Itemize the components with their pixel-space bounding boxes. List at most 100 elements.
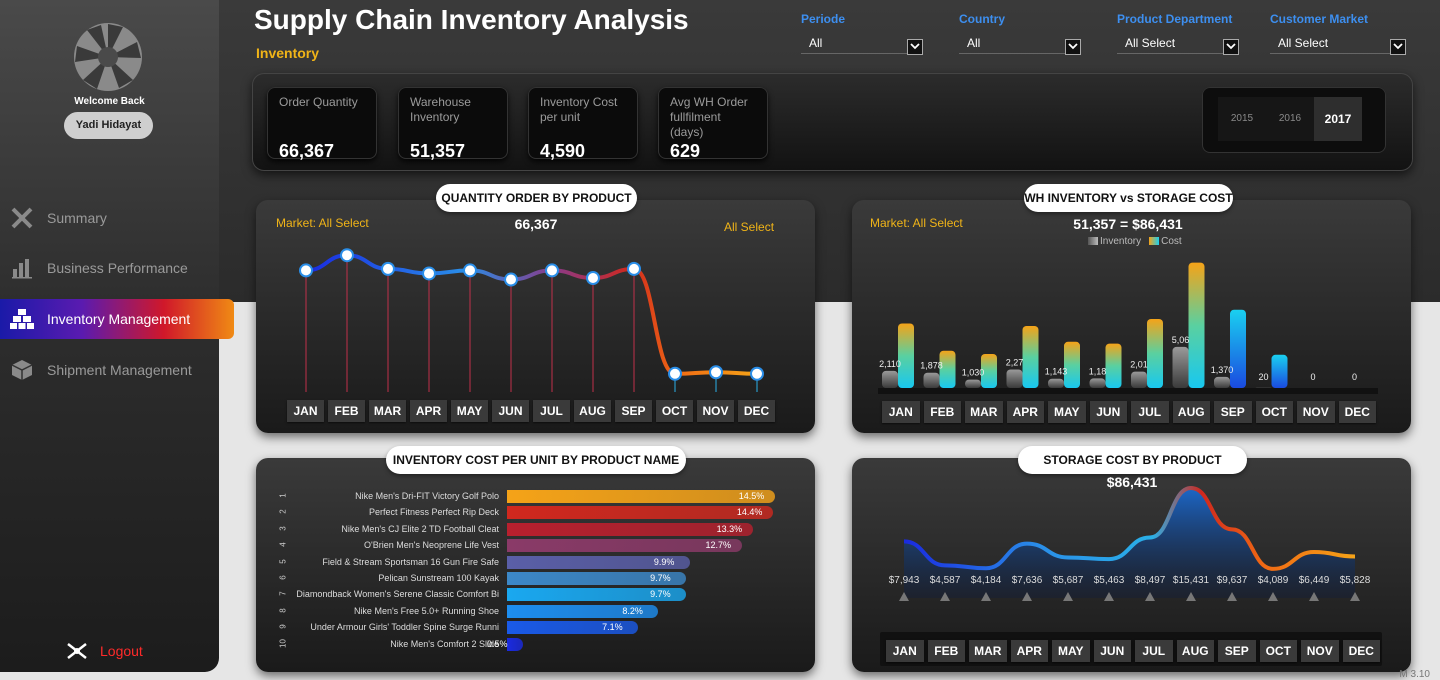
chevron-down-icon[interactable]	[907, 38, 923, 55]
month-label: MAY	[1048, 401, 1086, 423]
data-point[interactable]	[463, 263, 477, 278]
year-option[interactable]: 2016	[1278, 113, 1302, 124]
data-point[interactable]	[340, 248, 354, 263]
sidebar: Welcome Back Yadi Hidayat Summary Busine…	[0, 0, 234, 672]
data-point[interactable]	[586, 271, 600, 285]
product-row[interactable]: 1 Nike Men's Dri-FIT Victory Golf Polo 14.…	[256, 489, 816, 505]
month-label: NOV	[1301, 640, 1339, 662]
nav-label: Business Performance	[47, 260, 188, 276]
filter-product-department: Product Department All Select	[1117, 12, 1239, 55]
inventory-bar[interactable]	[1048, 378, 1064, 388]
product-name: Field & Stream Sportsman 16 Gun Fire Saf…	[322, 556, 499, 567]
inventory-bar[interactable]	[882, 370, 898, 388]
cost-bar[interactable]	[898, 323, 914, 388]
customer-market-select[interactable]: All Select	[1270, 32, 1406, 55]
panel-storage-cost: $86,431 $7,943 $4,587 $4,184 $7,636 $5,687 $5…	[852, 458, 1411, 672]
product-row[interactable]: 5 Field & Stream Sportsman 16 Gun Fire Sa…	[256, 555, 816, 571]
nav-inventory-management[interactable]: Inventory Management	[0, 299, 234, 339]
cost-bar[interactable]	[507, 490, 775, 503]
month-label: DEC	[1342, 640, 1380, 662]
package-icon	[10, 358, 34, 382]
cost-bar[interactable]	[981, 354, 997, 388]
product-row[interactable]: 6 Pelican Sunstream 100 Kayak 9.7%	[256, 571, 816, 587]
storage-value-label: $15,431	[1173, 575, 1210, 586]
user-name-badge[interactable]: Yadi Hidayat	[64, 112, 153, 139]
inventory-value-label: 1,370	[1211, 365, 1234, 375]
data-point[interactable]	[668, 366, 682, 381]
inventory-value-label: 1,143	[1045, 367, 1068, 377]
filter-label: Country	[959, 12, 1005, 26]
cost-bar[interactable]	[1147, 318, 1163, 388]
periode-select[interactable]: All	[801, 32, 923, 55]
data-point[interactable]	[750, 366, 764, 381]
nav-summary[interactable]: Summary	[0, 198, 234, 238]
country-select[interactable]: All	[959, 32, 1081, 55]
cost-bar[interactable]	[507, 572, 687, 585]
nav-business-performance[interactable]: Business Performance	[0, 248, 234, 288]
percent-label: 9.7%	[650, 589, 671, 600]
logout-label: Logout	[100, 643, 143, 659]
month-label: FEB	[923, 401, 961, 423]
nav-shipment-management[interactable]: Shipment Management	[0, 350, 234, 390]
product-row[interactable]: 10 Nike Men's Comfort 2 Slide 0.5%	[256, 637, 816, 653]
cost-bar[interactable]	[507, 555, 690, 569]
inventory-bar[interactable]	[1214, 376, 1230, 388]
data-point[interactable]	[381, 261, 395, 276]
cost-bar[interactable]	[1105, 343, 1122, 388]
cost-bar[interactable]	[939, 350, 956, 388]
chevron-down-icon[interactable]	[1223, 38, 1239, 55]
cost-bar[interactable]	[507, 539, 742, 553]
inventory-bar[interactable]	[1089, 378, 1106, 388]
inventory-value-label: 20	[1258, 372, 1268, 382]
cost-bar[interactable]	[507, 506, 773, 520]
year-option[interactable]: 2015	[1230, 113, 1254, 124]
kpi-value: 51,357	[410, 141, 466, 161]
quantity-total: 66,367	[514, 216, 558, 232]
data-point[interactable]	[709, 365, 723, 380]
product-row[interactable]: 4 O'Brien Men's Neoprene Life Vest 12.7%	[256, 538, 816, 554]
data-point[interactable]	[299, 263, 313, 278]
data-point[interactable]	[422, 266, 436, 281]
data-point[interactable]	[545, 263, 559, 278]
product-name: Nike Men's Free 5.0+ Running Shoe	[353, 605, 499, 616]
cost-bar[interactable]	[507, 522, 753, 536]
cost-bar[interactable]	[1064, 341, 1080, 388]
inventory-bar[interactable]	[1131, 371, 1147, 388]
cost-bar[interactable]	[507, 588, 687, 602]
inventory-bar[interactable]	[923, 372, 940, 388]
month-label: JUN	[492, 400, 529, 422]
filter-value: All	[809, 35, 823, 50]
year-option-selected[interactable]: 2017	[1314, 97, 1362, 141]
chevron-down-icon[interactable]	[1065, 38, 1081, 55]
product-row[interactable]: 8 Nike Men's Free 5.0+ Running Shoe 8.2%	[256, 604, 816, 620]
panel-title: STORAGE COST BY PRODUCT	[1018, 446, 1247, 474]
product-name: O'Brien Men's Neoprene Life Vest	[363, 540, 499, 551]
inventory-bar[interactable]	[1006, 369, 1023, 388]
product-row[interactable]: 2 Perfect Fitness Perfect Rip Deck 14.4%	[256, 505, 816, 521]
cost-bar[interactable]	[1188, 262, 1205, 388]
chevron-down-icon[interactable]	[1390, 38, 1406, 55]
month-label: JAN	[886, 640, 924, 662]
chart-baseline	[878, 388, 1378, 394]
cost-bar[interactable]	[1230, 309, 1246, 388]
cost-bar[interactable]	[1022, 325, 1039, 388]
cost-bar[interactable]	[1271, 354, 1288, 388]
product-row[interactable]: 9 Under Armour Girls' Toddler Spine Surge…	[256, 620, 816, 636]
cost-bar[interactable]	[507, 621, 639, 635]
product-row[interactable]: 7 Diamondback Women's Serene Classic Comf…	[256, 587, 816, 603]
inventory-bar[interactable]	[1172, 346, 1189, 388]
filter-value: All	[967, 35, 981, 50]
percent-label: 0.5%	[487, 638, 508, 649]
filter-label: Product Department	[1117, 12, 1233, 26]
product-row[interactable]: 3 Nike Men's CJ Elite 2 TD Football Cleat…	[256, 522, 816, 538]
cost-bar[interactable]	[507, 604, 659, 618]
data-point[interactable]	[504, 272, 518, 287]
logout-button[interactable]: Logout	[66, 640, 143, 662]
data-point[interactable]	[627, 261, 641, 276]
quantity-line-chart	[299, 248, 764, 392]
product-department-select[interactable]: All Select	[1117, 32, 1239, 55]
month-label: JUN	[1089, 401, 1127, 423]
cost-bar[interactable]	[507, 637, 523, 651]
inventory-value-label: 2,27	[1006, 358, 1024, 368]
inventory-bar[interactable]	[965, 379, 981, 388]
